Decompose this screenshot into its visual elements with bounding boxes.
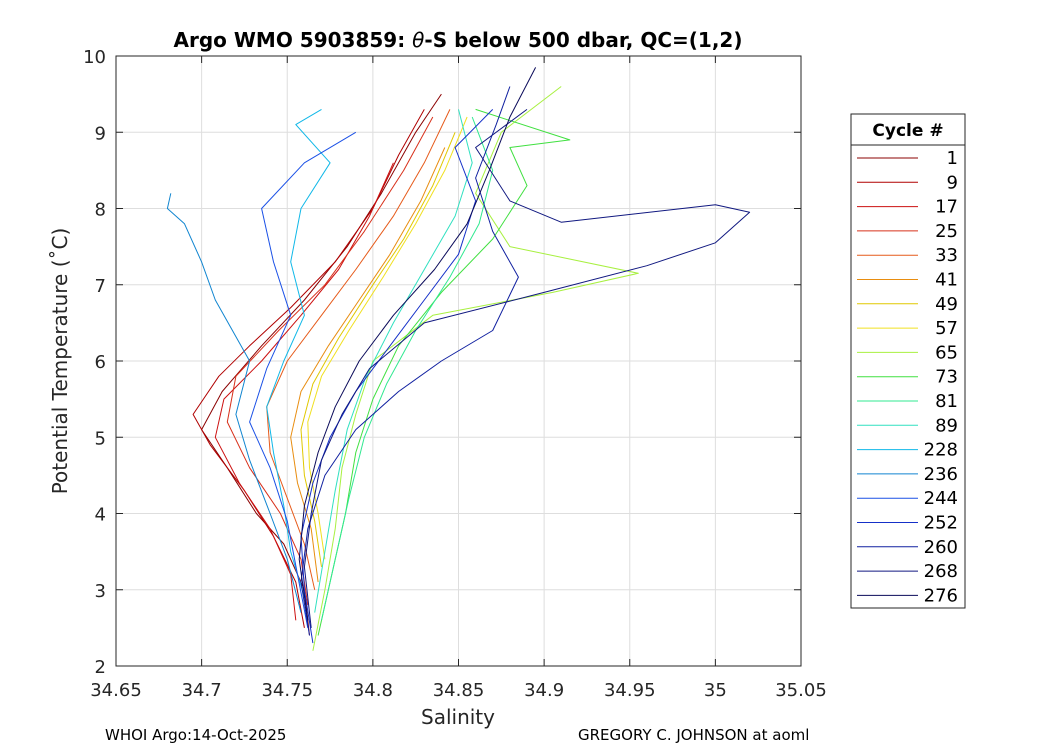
series-line-cycle-33 [266, 109, 451, 590]
legend-label: 73 [935, 367, 958, 388]
title-prefix: Argo WMO 5903859: [174, 28, 413, 52]
series-line-cycle-236 [166, 193, 302, 613]
series-line-cycle-89 [314, 109, 473, 613]
x-tick-label: 34.8 [353, 680, 393, 701]
y-tick-label: 8 [95, 200, 106, 221]
footer-author: GREGORY C. JOHNSON at aoml [578, 726, 810, 744]
title-theta: θ [412, 28, 424, 52]
legend-entry-cycle-228: 228 [857, 440, 958, 461]
series-line-cycle-244 [249, 131, 357, 628]
legend-label: 276 [924, 585, 958, 606]
y-tick-label: 6 [95, 352, 106, 373]
legend-label: 33 [935, 245, 958, 266]
axis-tick-labels: 34.65 34.7 34.75 34.8 34.85 34.9 34.95 35 35.052… [83, 47, 827, 701]
legend-box [850, 113, 966, 609]
series-line-cycle-81 [321, 116, 494, 621]
title-suffix: -S below 500 dbar, QC=(1,2) [424, 28, 742, 52]
y-axis-label: Potential Temperature (˚C) [48, 228, 72, 495]
series-line-cycle-57 [307, 116, 468, 560]
series-line-cycle-268 [303, 108, 751, 628]
y-tick-label: 7 [95, 276, 106, 297]
legend-label: 252 [924, 513, 958, 534]
legend: Cycle # 1 9 17 25 33 41 49 57 65 73 81 89 228 236 244 2… [850, 113, 966, 609]
legend-entry-cycle-73: 73 [857, 367, 958, 388]
series-line-cycle-1 [201, 93, 442, 636]
legend-entry-cycle-57: 57 [857, 318, 958, 339]
legend-entry-cycle-252: 252 [857, 513, 958, 534]
legend-entry-cycle-25: 25 [857, 221, 958, 242]
legend-label: 25 [935, 221, 958, 242]
series-line-cycle-276 [298, 67, 537, 621]
series-lines [166, 67, 751, 651]
legend-label: 268 [924, 561, 958, 582]
y-tick-label: 9 [95, 123, 106, 144]
legend-label: 89 [935, 415, 958, 436]
legend-label: 17 [935, 197, 958, 218]
legend-entry-cycle-1: 1 [857, 148, 958, 169]
legend-label: 1 [947, 148, 958, 169]
series-line-cycle-260 [300, 86, 519, 636]
legend-label: 81 [935, 391, 958, 412]
legend-entry-cycle-33: 33 [857, 245, 958, 266]
y-tick-label: 10 [83, 47, 106, 68]
x-tick-label: 34.75 [261, 680, 313, 701]
legend-entry-cycle-9: 9 [857, 172, 958, 193]
x-tick-label: 34.65 [90, 680, 142, 701]
x-tick-label: 34.85 [433, 680, 485, 701]
x-axis-label: Salinity [421, 705, 495, 729]
legend-label: 65 [935, 342, 958, 363]
series-line-cycle-65 [312, 86, 639, 651]
legend-entry-cycle-49: 49 [857, 294, 958, 315]
y-tick-label: 4 [95, 505, 106, 526]
footer-source-date: WHOI Argo:14-Oct-2025 [105, 726, 287, 744]
x-tick-label: 35 [704, 680, 727, 701]
y-tick-label: 5 [95, 428, 106, 449]
legend-title: Cycle # [872, 121, 943, 141]
legend-label: 260 [924, 537, 958, 558]
y-tick-label: 2 [95, 657, 106, 678]
legend-entry-cycle-236: 236 [857, 464, 958, 485]
legend-label: 236 [924, 464, 958, 485]
x-tick-label: 34.95 [604, 680, 656, 701]
axis-ticks [115, 55, 802, 667]
legend-entry-cycle-41: 41 [857, 270, 958, 291]
series-line-cycle-252 [300, 109, 494, 644]
legend-entry-cycle-17: 17 [857, 197, 958, 218]
legend-label: 244 [924, 488, 958, 509]
legend-label: 41 [935, 270, 958, 291]
legend-entry-cycle-268: 268 [857, 561, 958, 582]
x-tick-label: 35.05 [775, 680, 827, 701]
chart-title: Argo WMO 5903859: θ-S below 500 dbar, QC… [174, 28, 743, 52]
x-tick-label: 34.7 [182, 680, 222, 701]
x-tick-label: 34.9 [524, 680, 564, 701]
legend-entry-cycle-89: 89 [857, 415, 958, 436]
legend-label: 57 [935, 318, 958, 339]
legend-entry-cycle-81: 81 [857, 391, 958, 412]
legend-items: 1 9 17 25 33 41 49 57 65 73 81 89 228 236 244 252 260 268… [857, 148, 958, 606]
plot-area: 34.65 34.7 34.75 34.8 34.85 34.9 34.95 35 35.052… [83, 47, 827, 701]
legend-entry-cycle-260: 260 [857, 537, 958, 558]
legend-entry-cycle-244: 244 [857, 488, 958, 509]
legend-label: 9 [947, 172, 958, 193]
legend-label: 228 [924, 440, 958, 461]
y-tick-label: 3 [95, 581, 106, 602]
legend-label: 49 [935, 294, 958, 315]
legend-entry-cycle-65: 65 [857, 342, 958, 363]
legend-entry-cycle-276: 276 [857, 585, 958, 606]
